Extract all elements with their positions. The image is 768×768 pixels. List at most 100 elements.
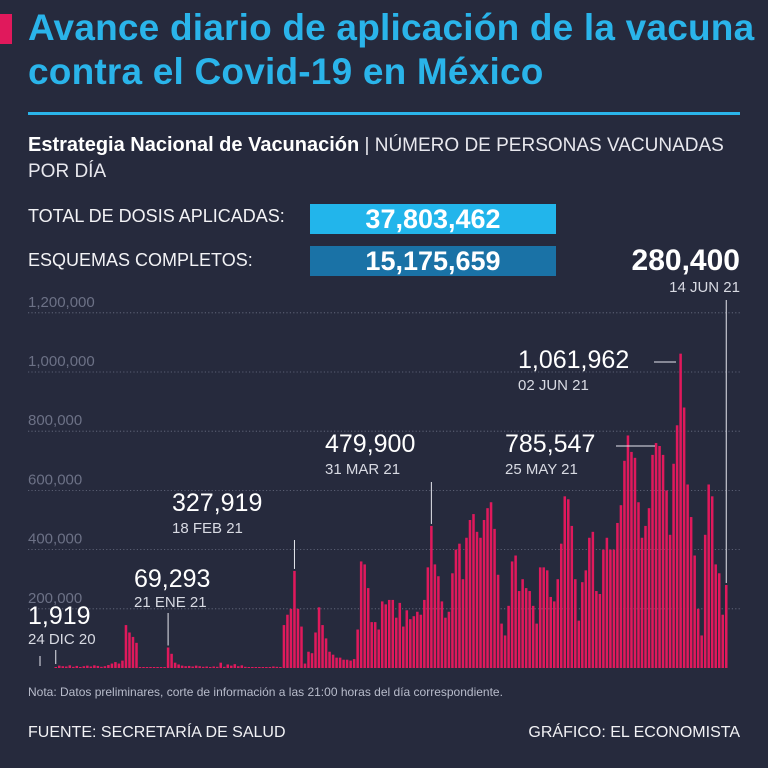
data-bar <box>180 665 184 668</box>
data-bar <box>454 549 458 668</box>
data-bar <box>359 561 363 668</box>
data-bar <box>714 564 717 668</box>
data-bar <box>588 537 591 668</box>
subtitle: Estrategia Nacional de Vacunación | NÚME… <box>28 132 748 185</box>
data-bar <box>717 573 721 668</box>
data-bar <box>619 505 623 668</box>
data-bar <box>623 460 626 668</box>
data-bar <box>177 664 180 668</box>
accent-bar <box>0 14 12 44</box>
data-bar <box>535 623 538 668</box>
data-bar <box>135 642 138 668</box>
y-tick-label: 200,000 <box>28 590 82 607</box>
note: Nota: Datos preliminares, corte de infor… <box>28 685 503 699</box>
annotation-value: 280,400 <box>632 244 740 277</box>
data-bar <box>317 607 321 668</box>
data-bar <box>426 567 430 668</box>
data-bar <box>696 608 700 668</box>
data-bar <box>233 664 237 668</box>
data-bar <box>58 665 61 668</box>
data-bar <box>191 666 194 668</box>
data-bar <box>574 579 577 668</box>
data-bar <box>416 611 419 668</box>
data-bar <box>110 663 114 668</box>
data-bar <box>380 601 384 668</box>
data-bar <box>496 574 500 668</box>
annotation-date: 21 ENE 21 <box>134 594 207 611</box>
data-bar <box>187 665 191 668</box>
data-bar <box>208 667 212 668</box>
data-bar <box>184 666 187 668</box>
annotation-value: 327,919 <box>172 489 262 517</box>
data-bar <box>107 665 110 668</box>
data-bar <box>538 567 542 668</box>
data-bar <box>268 667 272 668</box>
data-bar <box>114 662 117 668</box>
data-bar <box>79 667 82 668</box>
data-bar <box>605 537 609 668</box>
data-bar <box>465 537 468 668</box>
data-bar <box>282 625 286 668</box>
data-bar <box>96 665 100 668</box>
data-bar <box>142 667 145 668</box>
data-bar <box>265 667 268 668</box>
data-bar <box>444 617 447 668</box>
data-bar <box>124 625 128 668</box>
data-bar <box>675 425 679 668</box>
data-bar <box>595 591 598 668</box>
data-bar <box>328 651 331 668</box>
data-bar <box>609 549 612 668</box>
data-bar <box>461 579 465 668</box>
data-bar <box>65 666 68 668</box>
data-bar <box>433 564 437 668</box>
data-bar <box>616 522 619 668</box>
subtitle-rest: NÚMERO DE PERSONAS VACUNADAS POR DÍA <box>28 135 724 182</box>
data-bar <box>307 651 310 668</box>
data-bar <box>331 654 335 668</box>
data-bar <box>503 635 507 668</box>
y-tick-label: 800,000 <box>28 412 82 429</box>
data-bar <box>373 622 377 668</box>
data-bar <box>156 667 159 668</box>
annotation-date: 25 MAY 21 <box>505 461 578 478</box>
data-bar <box>54 667 58 668</box>
data-bar <box>552 601 556 668</box>
data-bar <box>370 622 373 668</box>
title-rule <box>28 112 740 115</box>
data-bar <box>514 555 517 668</box>
data-bar <box>384 604 387 668</box>
data-bar <box>75 665 79 668</box>
data-bar <box>475 531 479 668</box>
data-bar <box>89 666 93 668</box>
data-bar <box>72 666 75 668</box>
annotation-date: 14 JUN 21 <box>669 279 740 296</box>
data-bar <box>212 666 215 668</box>
annotation-value: 1,919 <box>28 602 91 630</box>
subtitle-strong: Estrategia Nacional de Vacunación <box>28 134 360 156</box>
data-bar <box>633 457 637 668</box>
data-bar <box>100 666 103 668</box>
data-bar <box>419 614 423 668</box>
data-bar <box>651 454 654 668</box>
data-bar <box>630 451 633 668</box>
data-bar <box>707 484 710 668</box>
data-bar <box>644 525 647 668</box>
data-bar <box>244 666 247 668</box>
data-bar <box>198 666 201 668</box>
data-bar <box>128 632 131 668</box>
y-tick-label: 400,000 <box>28 531 82 548</box>
data-bar <box>121 660 124 668</box>
data-bar <box>591 531 595 668</box>
data-bar <box>559 543 563 668</box>
annotation-date: 18 FEB 21 <box>172 520 243 537</box>
data-bar <box>507 605 510 668</box>
data-bar <box>222 666 226 668</box>
data-bar <box>486 508 489 668</box>
data-bar <box>693 555 696 668</box>
data-bar <box>500 623 503 668</box>
data-bar <box>447 611 451 668</box>
data-bar <box>352 659 356 668</box>
data-bar <box>303 663 307 668</box>
data-bar <box>458 543 461 668</box>
